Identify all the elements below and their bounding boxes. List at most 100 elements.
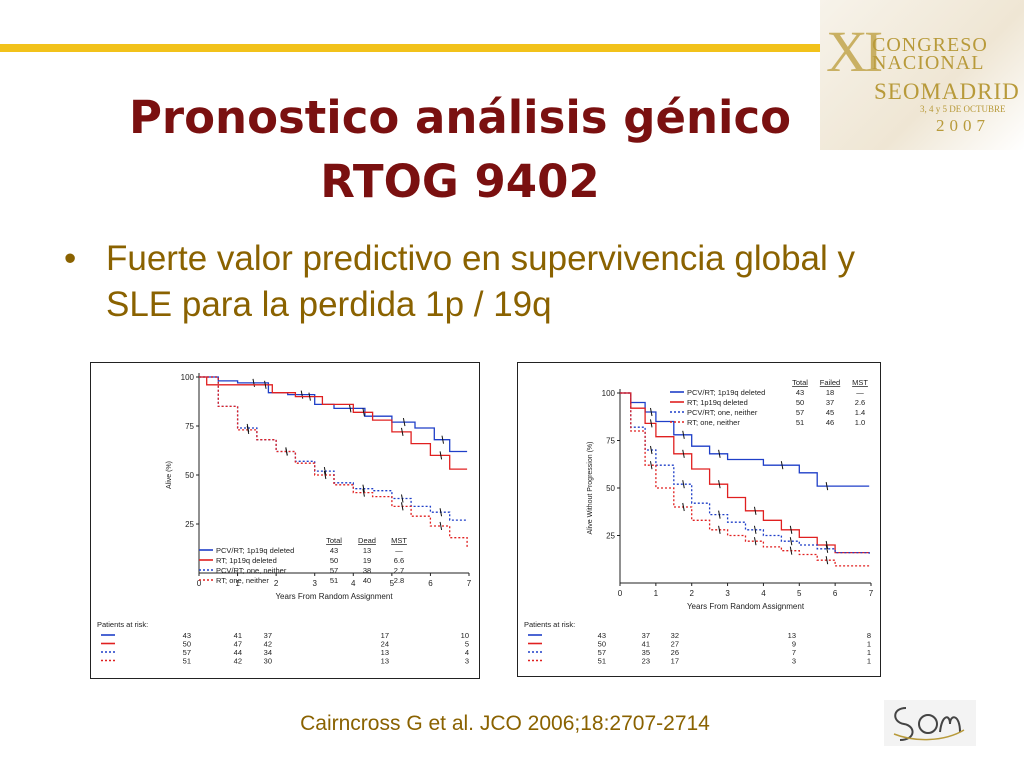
legend-total: 43 (796, 388, 804, 397)
overall-survival-chart: 100 75 50 25 0 1 2 3 4 5 6 7 Years From Random Assig… (90, 362, 480, 679)
risk-value: 23 (642, 657, 650, 666)
x-tick-label: 0 (197, 579, 202, 588)
censor-mark (441, 435, 444, 444)
risk-value: 17 (381, 631, 389, 640)
censor-mark (789, 546, 793, 555)
congress-logo-line2: NACIONAL (872, 52, 985, 74)
risk-value: 50 (598, 640, 606, 649)
legend-header: Failed (820, 378, 840, 387)
risk-value: 4 (465, 648, 469, 657)
risk-value: 57 (598, 648, 606, 657)
legend-label: PCV/RT; 1p19q deleted (687, 388, 765, 397)
series-line-1 (199, 376, 468, 470)
congress-logo-numeral: XI (826, 19, 883, 84)
legend-events: 46 (826, 418, 834, 427)
risk-value: 9 (792, 640, 796, 649)
legend-total: 57 (330, 566, 338, 575)
censor-mark (825, 556, 829, 565)
x-tick-label: 6 (428, 579, 433, 588)
legend-label: RT; one, neither (216, 576, 269, 585)
censor-mark (308, 392, 311, 401)
censor-mark (753, 525, 757, 534)
x-tick-label: 7 (467, 579, 472, 588)
bullet-text-line2: SLE para la perdida 1p / 19q (106, 285, 552, 324)
x-tick-label: 7 (869, 589, 874, 598)
legend-header: Total (792, 378, 808, 387)
x-tick-label: 2 (274, 579, 279, 588)
legend-events: 45 (826, 408, 834, 417)
censor-mark (362, 488, 365, 497)
series-line-2 (620, 392, 870, 555)
censor-mark (682, 480, 685, 489)
congress-logo-line3: SEOMADRID (874, 79, 1020, 104)
slide-title-line1: Pronostico análisis génico (128, 91, 792, 144)
censor-mark (285, 447, 288, 456)
risk-value: 10 (461, 631, 469, 640)
risk-value: 47 (234, 640, 242, 649)
y-axis-label: Alive (%) (166, 461, 173, 489)
slide-title-line2: RTOG 9402 (320, 155, 600, 208)
y-tick-label: 75 (606, 437, 615, 446)
legend-label: RT; 1p19q deleted (687, 398, 748, 407)
x-tick-label: 3 (312, 579, 317, 588)
risk-value: 8 (867, 631, 871, 640)
censor-mark (718, 449, 721, 458)
censor-mark (246, 425, 250, 435)
risk-value: 26 (671, 648, 679, 657)
censor-mark (402, 417, 406, 427)
legend-mst: 2.8 (394, 576, 404, 585)
slide-title: Pronostico análisis génico RTOG 9402 (60, 86, 860, 214)
risk-value: 27 (671, 640, 679, 649)
censor-mark (780, 461, 784, 470)
censor-mark (649, 461, 653, 470)
censor-mark (649, 407, 653, 417)
bullet-text: Fuerte valor predictivo en supervivencia… (106, 236, 986, 328)
congress-logo-line1: CONGRESO (872, 34, 988, 56)
risk-value: 13 (788, 631, 796, 640)
risk-value: 13 (381, 657, 389, 666)
censor-mark (401, 494, 404, 503)
censor-mark (323, 470, 327, 480)
bullet-dot: • (64, 239, 77, 278)
censor-mark (789, 525, 793, 534)
series-line-0 (199, 376, 468, 453)
legend-events: 40 (363, 576, 371, 585)
progression-free-chart: 100 75 50 25 0 1 2 3 4 5 6 7 Years From Random Assig… (517, 362, 881, 677)
legend-header: Dead (358, 536, 376, 545)
x-tick-label: 5 (797, 589, 802, 598)
x-axis-label: Years From Random Assignment (687, 602, 805, 611)
legend-mst: — (856, 388, 864, 397)
censor-mark (439, 521, 443, 531)
accent-bar (0, 44, 820, 52)
x-tick-label: 4 (351, 579, 356, 588)
risk-value: 13 (381, 648, 389, 657)
risk-table-label: Patients at risk: (97, 620, 148, 629)
legend-total: 50 (796, 398, 804, 407)
risk-value: 35 (642, 648, 650, 657)
x-tick-label: 1 (654, 589, 659, 598)
y-tick-label: 25 (606, 532, 615, 541)
legend-mst: — (395, 546, 403, 555)
x-tick-label: 4 (761, 589, 766, 598)
censor-mark (252, 378, 255, 387)
risk-value: 1 (867, 640, 871, 649)
legend-total: 57 (796, 408, 804, 417)
x-tick-label: 5 (390, 579, 395, 588)
censor-mark (401, 427, 404, 436)
legend-total: 51 (330, 576, 338, 585)
risk-value: 5 (465, 640, 469, 649)
x-tick-label: 2 (689, 589, 694, 598)
legend-mst: 1.0 (855, 418, 865, 427)
legend-events: 18 (826, 388, 834, 397)
legend-total: 50 (330, 556, 338, 565)
legend-header: MST (852, 378, 868, 387)
legend-total: 51 (796, 418, 804, 427)
y-tick-label: 25 (185, 520, 194, 529)
legend-label: RT; 1p19q deleted (216, 556, 277, 565)
risk-value: 44 (234, 648, 242, 657)
y-tick-label: 50 (185, 471, 194, 480)
y-tick-label: 100 (181, 373, 195, 382)
legend-events: 38 (363, 566, 371, 575)
